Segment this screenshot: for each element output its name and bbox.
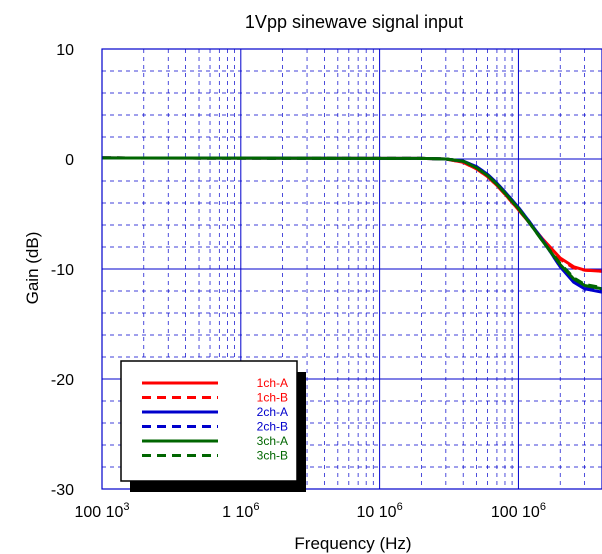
legend-label: 1ch-A	[257, 376, 288, 390]
x-tick-labels: 100 103 1 106 10 106 100 106	[74, 501, 545, 521]
x-tick-label: 100 103	[74, 501, 129, 521]
series-layer	[101, 156, 602, 294]
legend-label: 3ch-B	[257, 449, 288, 463]
y-tick-label: 10	[56, 42, 74, 59]
y-tick-label: -10	[51, 262, 74, 279]
legend-label: 2ch-A	[257, 405, 288, 419]
y-tick-labels: 10 0 -10 -20 -30	[51, 42, 74, 499]
y-axis-label: Gain (dB)	[23, 232, 42, 305]
y-tick-label: 0	[65, 152, 74, 169]
x-axis-label: Frequency (Hz)	[294, 534, 411, 553]
legend-label: 1ch-B	[257, 391, 288, 405]
legend-box	[120, 360, 298, 482]
y-tick-label: -30	[51, 482, 74, 499]
legend-label: 2ch-B	[257, 420, 288, 434]
x-tick-label: 10 106	[357, 501, 403, 521]
plot-frame	[101, 48, 602, 490]
legend-label: 3ch-A	[257, 434, 288, 448]
y-tick-label: -20	[51, 372, 74, 389]
x-tick-label: 100 106	[491, 501, 546, 521]
chart-title: 1Vpp sinewave signal input	[245, 12, 463, 32]
series-line-3ch-b	[101, 156, 602, 290]
x-tick-label: 1 106	[222, 501, 259, 521]
